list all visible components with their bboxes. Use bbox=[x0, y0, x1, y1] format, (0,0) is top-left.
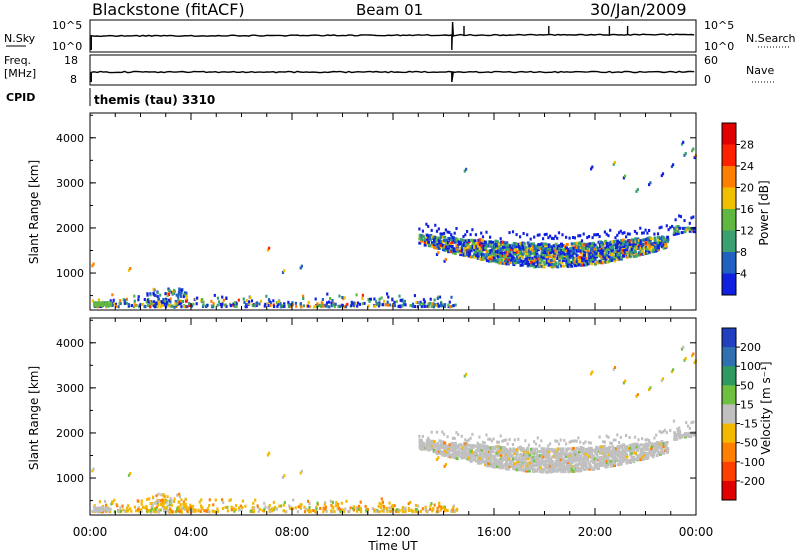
colorbar-tick-label: 20 bbox=[740, 182, 754, 195]
x-tick-label: 20:00 bbox=[578, 525, 613, 539]
colorbar-swatch bbox=[722, 385, 736, 405]
x-tick-label: 16:00 bbox=[477, 525, 512, 539]
colorbar-tick-label: 28 bbox=[740, 139, 754, 152]
cpid-value: themis (tau) 3310 bbox=[94, 93, 215, 107]
colorbar-swatch bbox=[722, 166, 736, 188]
freq-tick-top: 18 bbox=[64, 54, 78, 67]
colorbar-swatch bbox=[722, 252, 736, 274]
x-tick-label: 12:00 bbox=[376, 525, 411, 539]
freq-line bbox=[90, 70, 695, 83]
power-colorbar: 4 8 12 16 20 24 28 bbox=[721, 122, 754, 296]
power-xticks bbox=[89, 113, 697, 310]
colorbar-swatch bbox=[722, 347, 736, 367]
colorbar-swatch bbox=[722, 461, 736, 482]
velocity-xticks bbox=[89, 318, 697, 515]
velocity-yticks: 1000 2000 3000 4000 bbox=[56, 319, 696, 502]
x-tick-label: 00:00 bbox=[73, 525, 108, 539]
colorbar-swatch bbox=[722, 442, 736, 463]
nave-tick-top: 60 bbox=[704, 54, 718, 67]
y-tick-label: 1000 bbox=[56, 267, 84, 280]
colorbar-tick-label: 50 bbox=[740, 379, 754, 392]
colorbar-tick-label: -50 bbox=[740, 437, 758, 450]
nsearch-tick-top: 10^5 bbox=[704, 19, 734, 32]
nsearch-tick-bottom: 10^0 bbox=[704, 40, 734, 53]
date-title: 30/Jan/2009 bbox=[590, 0, 687, 19]
power-yticks: 1000 2000 3000 4000 bbox=[56, 114, 696, 297]
colorbar-swatch bbox=[722, 123, 736, 145]
velocity-ylabel: Slant Range [km] bbox=[27, 366, 41, 470]
x-tick-label: 08:00 bbox=[275, 525, 310, 539]
colorbar-tick-label: 200 bbox=[740, 341, 761, 354]
freq-label: Freq. bbox=[4, 54, 31, 67]
x-tick-label: 04:00 bbox=[174, 525, 209, 539]
x-tick-label: 00:00 bbox=[679, 525, 714, 539]
power-ylabel: Slant Range [km] bbox=[27, 160, 41, 264]
y-tick-label: 3000 bbox=[56, 382, 84, 395]
colorbar-swatch bbox=[722, 366, 736, 386]
freq-panel bbox=[89, 54, 697, 86]
nsky-label: N.Sky bbox=[4, 32, 36, 45]
freq-tick-bottom: 8 bbox=[70, 73, 77, 86]
beam-title: Beam 01 bbox=[356, 1, 423, 19]
time-axis-title: Time UT bbox=[367, 539, 418, 553]
power-cbar-label: Power [dB] bbox=[757, 180, 771, 245]
velocity-frame bbox=[89, 317, 697, 516]
y-tick-label: 1000 bbox=[56, 472, 84, 485]
colorbar-tick-label: -200 bbox=[740, 475, 765, 488]
colorbar-tick-label: 24 bbox=[740, 160, 754, 173]
colorbar-swatch bbox=[722, 423, 736, 444]
nsky-panel bbox=[89, 19, 697, 53]
velocity-colorbar: 200 100 50 15 -15 -50 -100 -200 bbox=[721, 327, 765, 501]
colorbar-swatch bbox=[722, 404, 736, 424]
colorbar-swatch bbox=[722, 144, 736, 167]
colorbar-tick-label: 15 bbox=[740, 398, 754, 411]
power-panel bbox=[91, 140, 697, 309]
colorbar-tick-label: 16 bbox=[740, 203, 754, 216]
colorbar-swatch bbox=[722, 230, 736, 253]
power-frame bbox=[89, 112, 697, 311]
colorbar-swatch bbox=[722, 209, 736, 231]
y-tick-label: 2000 bbox=[56, 222, 84, 235]
freq-unit: [MHz] bbox=[4, 67, 36, 80]
y-tick-label: 2000 bbox=[56, 427, 84, 440]
cpid-label: CPID bbox=[6, 91, 35, 104]
nsky-line bbox=[90, 21, 695, 51]
station-title: Blackstone (fitACF) bbox=[92, 0, 245, 19]
nsky-tick-bottom: 10^0 bbox=[52, 40, 82, 53]
colorbar-frame bbox=[721, 327, 737, 501]
time-axis-labels: 00:00 04:00 08:00 12:00 16:00 20:00 00:00 bbox=[73, 525, 714, 539]
y-tick-label: 4000 bbox=[56, 132, 84, 145]
colorbar-swatch bbox=[722, 187, 736, 210]
colorbar-swatch bbox=[722, 328, 736, 348]
velocity-panel bbox=[91, 345, 697, 514]
colorbar-tick-label: 100 bbox=[740, 360, 761, 373]
colorbar-tick-label: 8 bbox=[740, 246, 747, 259]
y-tick-label: 3000 bbox=[56, 177, 84, 190]
colorbar-tick-label: 4 bbox=[740, 268, 747, 281]
nave-tick-bottom: 0 bbox=[704, 73, 711, 86]
nsky-tick-top: 10^5 bbox=[52, 19, 82, 32]
nave-label: Nave bbox=[746, 64, 774, 77]
velocity-cbar-label: Velocity [m s⁻¹] bbox=[759, 361, 773, 454]
colorbar-tick-label: -100 bbox=[740, 456, 765, 469]
colorbar-swatch bbox=[722, 480, 736, 501]
y-tick-label: 4000 bbox=[56, 337, 84, 350]
colorbar-tick-label: 12 bbox=[740, 225, 754, 238]
nsearch-label: N.Search bbox=[746, 32, 796, 45]
colorbar-swatch bbox=[722, 273, 736, 296]
colorbar-tick-label: -15 bbox=[740, 418, 758, 431]
